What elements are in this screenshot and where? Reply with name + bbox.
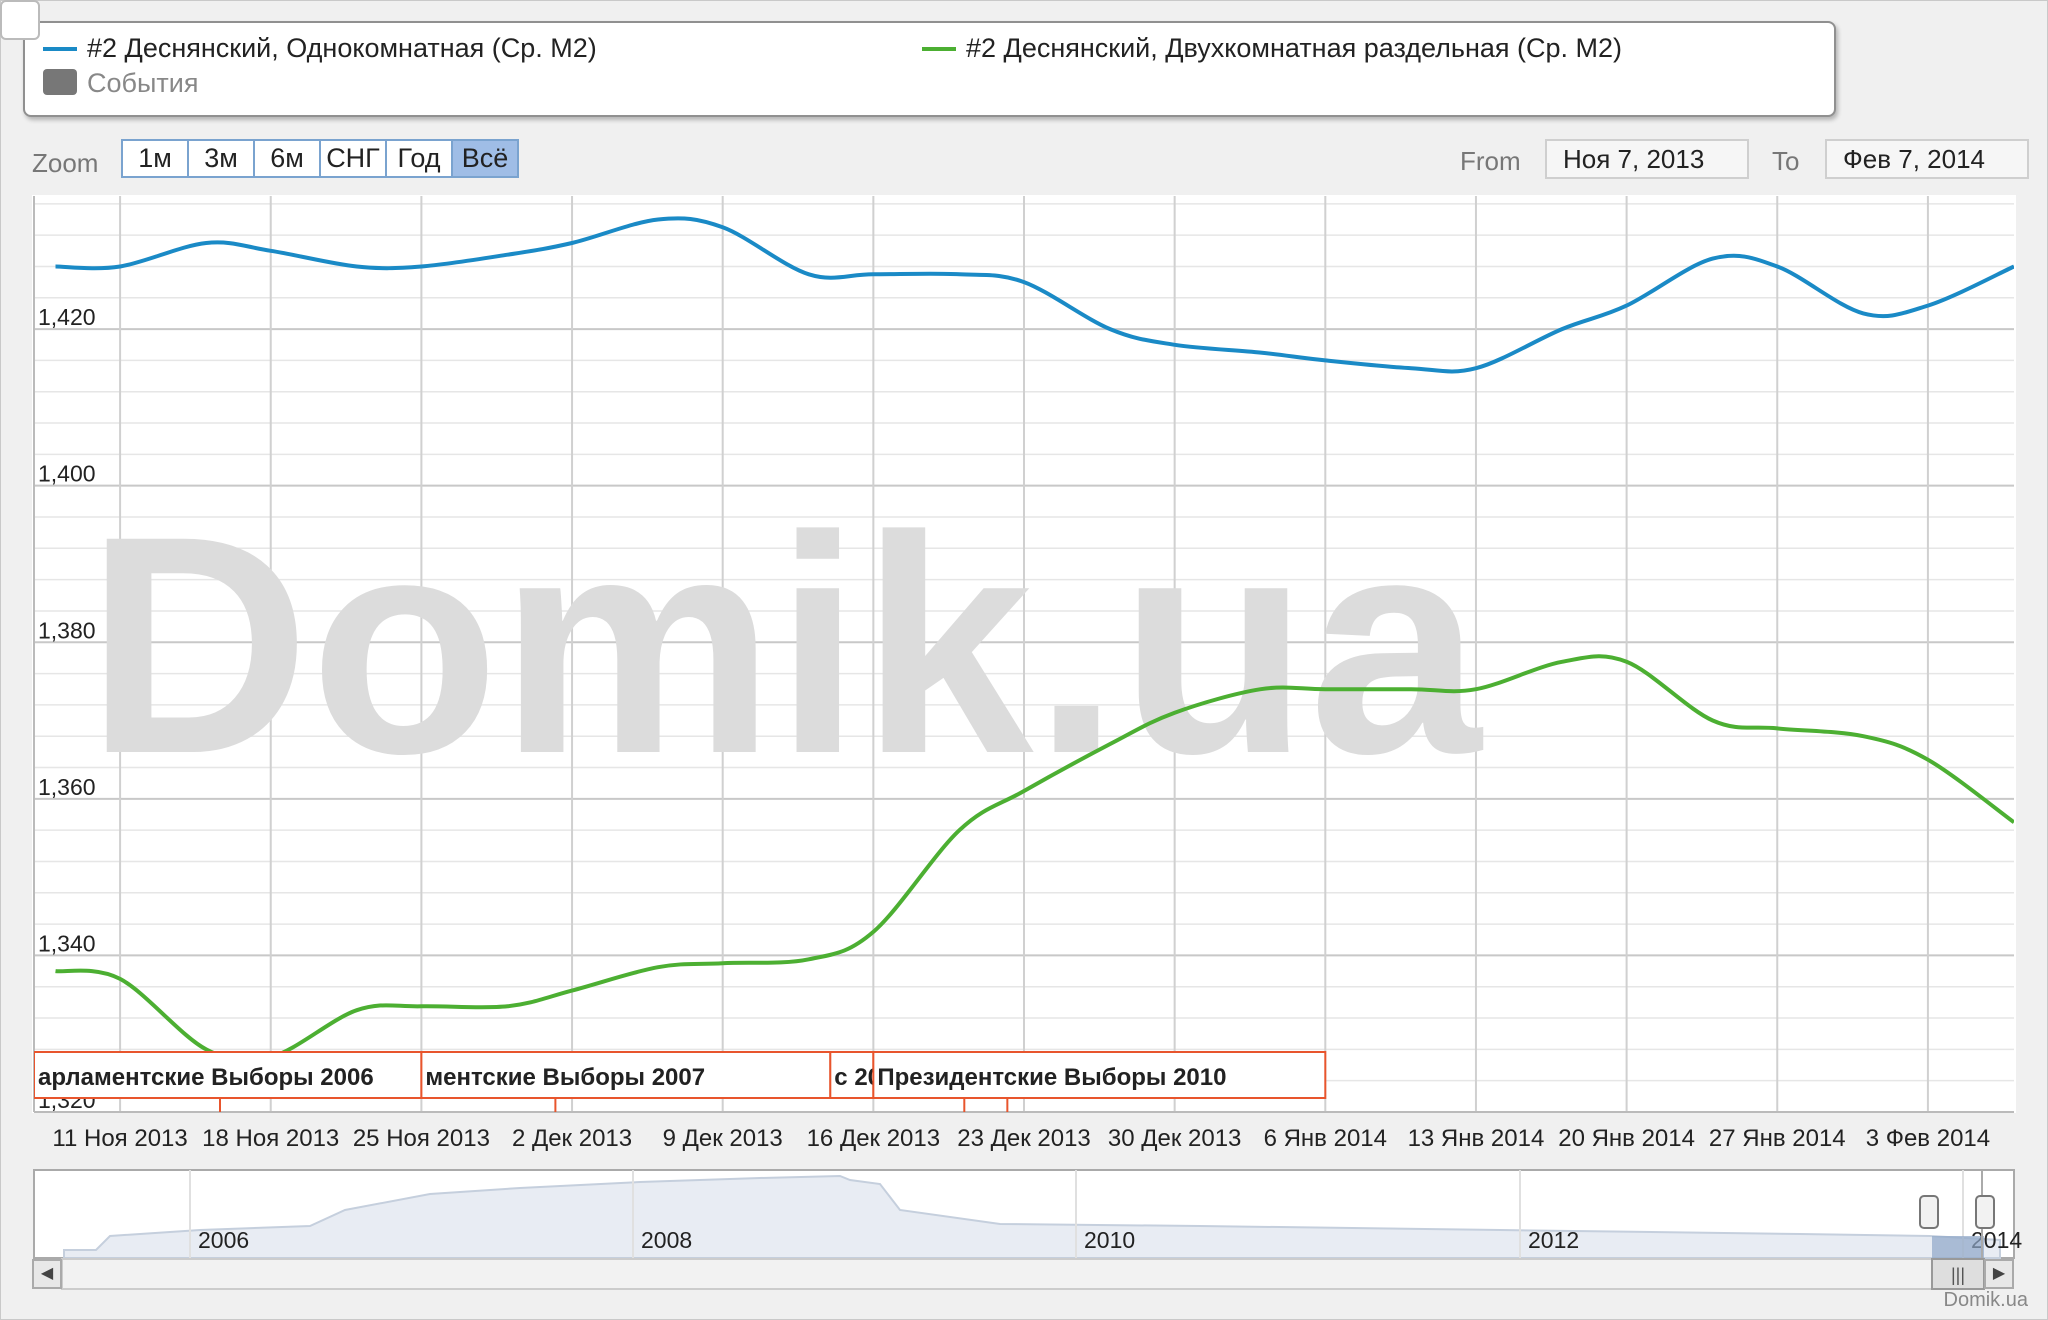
scrollbar-grip-icon: ||| <box>1951 1265 1965 1285</box>
navigator-year-label: 2006 <box>198 1227 249 1253</box>
to-date-input[interactable]: Фев 7, 2014 <box>1825 139 2029 179</box>
x-tick-label: 27 Янв 2014 <box>1709 1125 1846 1152</box>
zoom-label: Zoom <box>32 148 99 178</box>
event-flag-box[interactable] <box>829 1051 875 1099</box>
scrollbar-track <box>61 1258 1985 1290</box>
x-tick-label: 30 Дек 2013 <box>1108 1125 1242 1152</box>
x-tick-label: 11 Ноя 2013 <box>52 1125 187 1152</box>
navigator-year-label: 2008 <box>641 1227 692 1253</box>
y-tick-label: 1,400 <box>38 461 96 487</box>
x-tick-label: 2 Дек 2013 <box>512 1125 632 1152</box>
x-tick-label: 23 Дек 2013 <box>957 1125 1091 1152</box>
zoom-button-cis[interactable]: СНГ <box>319 139 387 178</box>
to-label: To <box>1772 146 1800 176</box>
series1-swatch <box>43 47 77 51</box>
legend-item-series2[interactable]: #2 Деснянский, Двухкомнатная раздельная … <box>966 33 1623 63</box>
y-tick-label: 1,420 <box>38 304 96 330</box>
from-label: From <box>1460 146 1521 176</box>
x-tick-label: 16 Дек 2013 <box>807 1125 941 1152</box>
legend-item-events[interactable]: События <box>87 68 199 98</box>
event-flag-box[interactable] <box>872 1051 1327 1099</box>
zoom-button-3m[interactable]: 3м <box>187 139 255 178</box>
navigator-selected-range <box>1932 1236 1984 1258</box>
series-line-1 <box>55 216 2014 374</box>
event-flag-label: Президентские Выборы 2010 <box>877 1064 1226 1091</box>
series2-swatch <box>922 47 956 51</box>
y-tick-label: 1,380 <box>38 617 96 643</box>
x-tick-label: 6 Янв 2014 <box>1264 1125 1387 1152</box>
navigator-right-handle-icon <box>1975 1195 1995 1229</box>
y-tick-label: 1,360 <box>38 774 96 800</box>
event-flags: арламентские Выборы 2006 ментские Выборы … <box>34 1051 1327 1112</box>
watermark-text: Domik.ua <box>86 471 1483 818</box>
x-tick-label: 9 Дек 2013 <box>663 1125 783 1152</box>
x-tick-label: 25 Ноя 2013 <box>353 1125 490 1152</box>
scrollbar-thumb <box>1931 1258 1985 1290</box>
zoom-button-all[interactable]: Всё <box>451 139 519 178</box>
x-tick-label: 20 Янв 2014 <box>1558 1125 1695 1152</box>
corner-handle-icon[interactable] <box>0 0 40 40</box>
zoom-button-year[interactable]: Год <box>385 139 453 178</box>
events-swatch <box>43 69 77 95</box>
event-flag-label: ментские Выборы 2007 <box>425 1064 705 1091</box>
scroll-right-button[interactable]: ▶ <box>1984 1259 2014 1289</box>
event-flag-box[interactable] <box>420 1051 832 1099</box>
x-tick-label: 18 Ноя 2013 <box>202 1125 339 1152</box>
legend-item-series1[interactable]: #2 Деснянский, Однокомнатная (Ср. М2) <box>87 33 597 63</box>
navigator-series-area <box>63 1174 2001 1259</box>
credit-text: Domik.ua <box>1943 1289 2028 1311</box>
scroll-left-button[interactable]: ◀ <box>32 1259 62 1289</box>
zoom-button-1m[interactable]: 1м <box>121 139 189 178</box>
navigator-year-label: 2012 <box>1528 1227 1579 1253</box>
navigator-year-label: 2010 <box>1084 1227 1135 1253</box>
legend: #2 Деснянский, Однокомнатная (Ср. М2) #2… <box>23 21 1836 117</box>
x-tick-label: 13 Янв 2014 <box>1408 1125 1545 1152</box>
series-line-2 <box>55 654 2014 1063</box>
x-tick-label: 3 Фев 2014 <box>1866 1125 1990 1152</box>
navigator-left-handle-icon <box>1919 1195 1939 1229</box>
y-tick-label: 1,340 <box>38 930 96 956</box>
from-date-input[interactable]: Ноя 7, 2013 <box>1545 139 1749 179</box>
event-flag-label: арламентские Выборы 2006 <box>38 1064 374 1091</box>
